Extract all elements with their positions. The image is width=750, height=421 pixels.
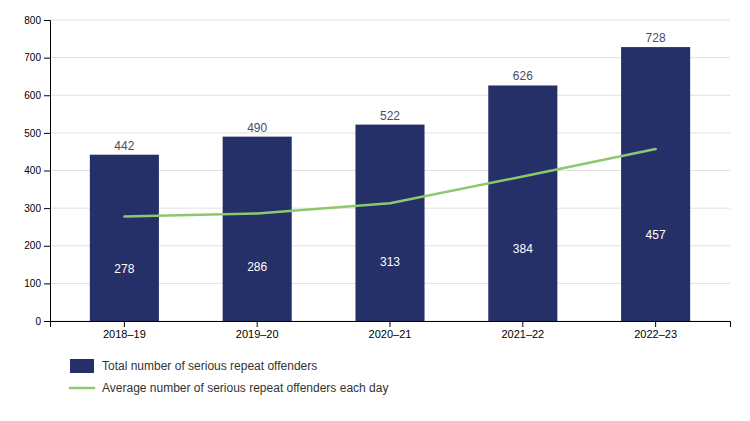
y-tick-label: 400 [24,165,41,176]
y-tick-label: 100 [24,278,41,289]
y-tick-label: 200 [24,240,41,251]
x-tick-mark [522,321,523,327]
y-axis-line [44,21,51,322]
x-tick-label: 2020–21 [369,328,412,340]
y-tick-mark [44,133,50,134]
y-tick-mark [44,95,50,96]
x-axis: 2018–19 2019–20 2020–21 2021–22 2022–23 [51,321,731,340]
grid-line [50,20,730,21]
plot: 01002003004005006007008002018–192019–202… [24,15,730,340]
legend-label: Average number of serious repeat offende… [102,381,388,395]
y-tick-mark [44,246,50,247]
data-labels: 442 490 522 626 728 278 286 313 384 457 [114,31,666,276]
legend: Total number of serious repeat offenders… [70,359,388,395]
bar [223,137,292,321]
x-tick-label: 2022–23 [634,328,677,340]
x-tick-mark [655,321,656,327]
y-tick-label: 600 [24,90,41,101]
grid [50,20,730,321]
legend-item: Total number of serious repeat offenders [70,359,317,373]
bar-label: 490 [247,121,267,135]
line-label: 313 [380,255,400,269]
y-tick-label: 800 [24,15,41,26]
y-tick: 500 [24,128,50,139]
legend-item: Average number of serious repeat offende… [70,381,388,395]
y-tick: 200 [24,240,50,251]
y-tick: 700 [24,52,50,63]
y-tick: 600 [24,90,50,101]
y-tick-label: 0 [35,316,41,327]
line-label: 286 [247,260,267,274]
x-axis-line [51,322,731,328]
x-tick: 2018–19 [103,321,146,340]
y-tick: 0 [35,316,50,327]
x-tick: 2019–20 [236,321,279,340]
x-tick: 2022–23 [634,321,677,340]
y-tick-mark [44,208,50,209]
bar [90,155,159,321]
y-tick-label: 300 [24,203,41,214]
chart: 01002003004005006007008002018–192019–202… [0,0,750,421]
x-tick-label: 2019–20 [236,328,279,340]
line [124,149,655,216]
y-tick: 400 [24,165,50,176]
bar-label: 728 [646,31,666,45]
y-tick-label: 500 [24,128,41,139]
x-tick-mark [124,321,125,327]
bar [355,125,424,321]
x-tick-mark [257,321,258,327]
line-label: 278 [114,262,134,276]
bar [488,85,557,321]
y-tick: 800 [24,15,50,26]
legend-label: Total number of serious repeat offenders [102,359,317,373]
y-tick-mark [44,283,50,284]
x-tick: 2020–21 [369,321,412,340]
y-tick: 300 [24,203,50,214]
bar [621,47,690,321]
line-label: 457 [646,228,666,242]
line-label: 384 [513,242,533,256]
y-tick-mark [44,20,50,21]
legend-swatch [70,359,94,373]
y-tick: 100 [24,278,50,289]
bar-label: 442 [114,139,134,153]
y-tick-mark [44,171,50,172]
bar-series [90,47,690,321]
y-tick-label: 700 [24,52,41,63]
x-tick-label: 2018–19 [103,328,146,340]
bar-label: 626 [513,69,533,83]
marks [90,47,690,321]
legend-swatch [70,387,94,390]
x-tick-mark [390,321,391,327]
x-tick: 2021–22 [501,321,544,340]
y-axis: 0 100 200 300 400 500 600 700 800 [24,15,50,327]
y-tick-mark [44,321,50,322]
y-tick-mark [44,58,50,59]
bar-label: 522 [380,109,400,123]
x-tick-label: 2021–22 [501,328,544,340]
